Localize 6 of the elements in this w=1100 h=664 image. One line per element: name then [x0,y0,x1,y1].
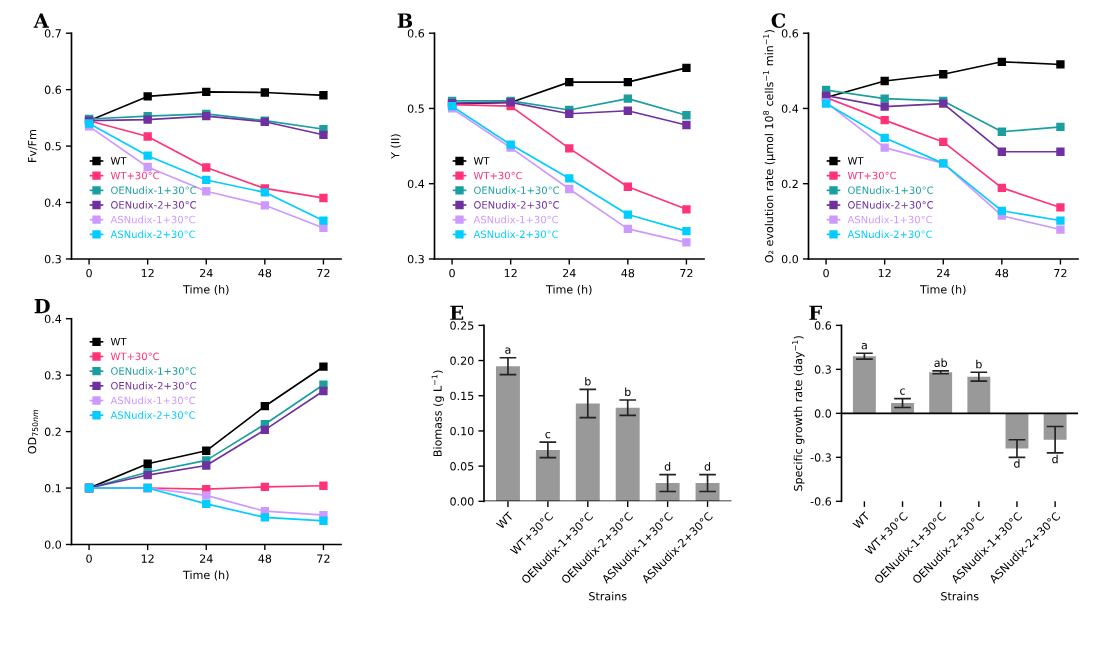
chart-title: E [450,305,464,320]
chart-title: B [397,13,413,28]
chart-title: C [771,13,786,28]
chart-title: F [809,305,822,320]
chart-title: D [34,298,50,314]
chart-title: A [33,13,50,28]
